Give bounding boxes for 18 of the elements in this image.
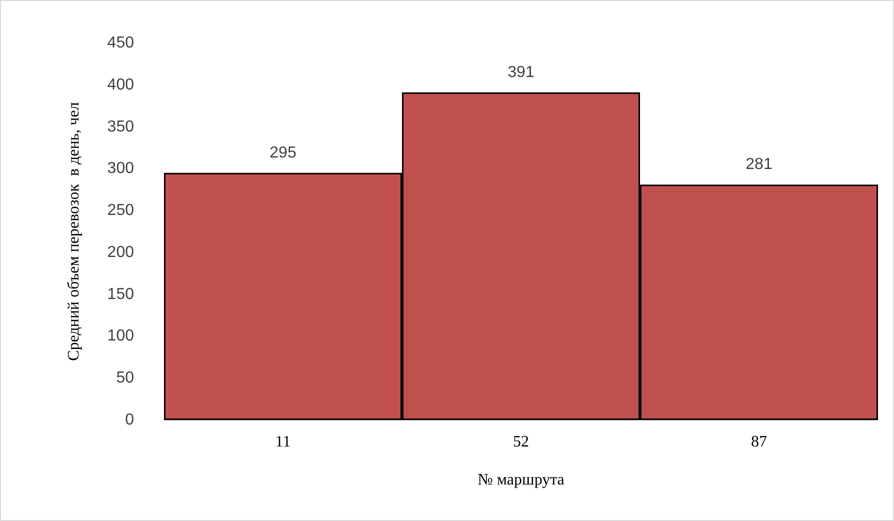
y-tick-label: 50 [116,370,134,387]
y-tick-label: 350 [107,118,134,136]
y-tick-label: 0 [125,412,134,428]
data-label: 391 [508,64,534,81]
y-tick-label: 250 [107,202,134,220]
data-label: 281 [746,156,772,174]
y-tick-label: 200 [107,244,134,261]
x-tick-label: 11 [275,434,291,450]
y-tick-label: 300 [107,160,134,178]
y-tick-label: 150 [107,286,134,303]
y-tick-label: 400 [107,76,134,94]
x-tick-label: 52 [513,434,529,450]
data-label: 295 [270,144,296,162]
y-tick-label: 100 [107,328,134,345]
x-tick-label: 87 [751,434,767,450]
y-axis-title: Средний объем перевозок в день, чел [66,102,82,361]
y-tick-label: 450 [107,34,134,52]
x-axis-title: № маршрута [478,472,564,488]
